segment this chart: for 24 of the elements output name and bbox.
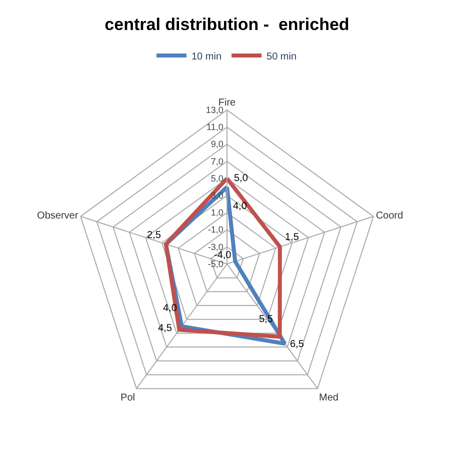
data-label: -4,0 bbox=[214, 250, 232, 261]
data-label: 4,5 bbox=[158, 323, 172, 334]
y-tick-label: 11,0 bbox=[206, 122, 224, 132]
spoke-label: Coord bbox=[376, 210, 404, 222]
data-label: 6,5 bbox=[290, 339, 304, 350]
legend-label: 10 min bbox=[192, 51, 222, 62]
y-tick-label: -3,0 bbox=[208, 242, 224, 252]
spoke-label: Med bbox=[318, 392, 338, 404]
data-label: 5,0 bbox=[234, 173, 248, 184]
data-label: 1,5 bbox=[285, 232, 300, 243]
data-label: 4,0 bbox=[233, 201, 248, 212]
y-tick-label: 9,0 bbox=[210, 139, 224, 150]
y-tick-label: 5,0 bbox=[210, 173, 224, 184]
y-tick-label: 3,0 bbox=[210, 190, 224, 200]
spoke-label: Observer bbox=[37, 210, 79, 222]
y-tick-label: -1,0 bbox=[208, 224, 224, 235]
y-tick-label: 1,0 bbox=[210, 208, 224, 218]
y-tick-label: 7,0 bbox=[210, 156, 224, 166]
legend-label: 50 min bbox=[266, 51, 297, 62]
y-tick-label: -5,0 bbox=[208, 258, 224, 269]
spoke-label: Pol bbox=[120, 392, 136, 404]
chart-title: central distribution - enriched bbox=[104, 15, 350, 34]
y-tick-label: 13,0 bbox=[206, 104, 224, 115]
data-label: 2,5 bbox=[147, 230, 162, 241]
